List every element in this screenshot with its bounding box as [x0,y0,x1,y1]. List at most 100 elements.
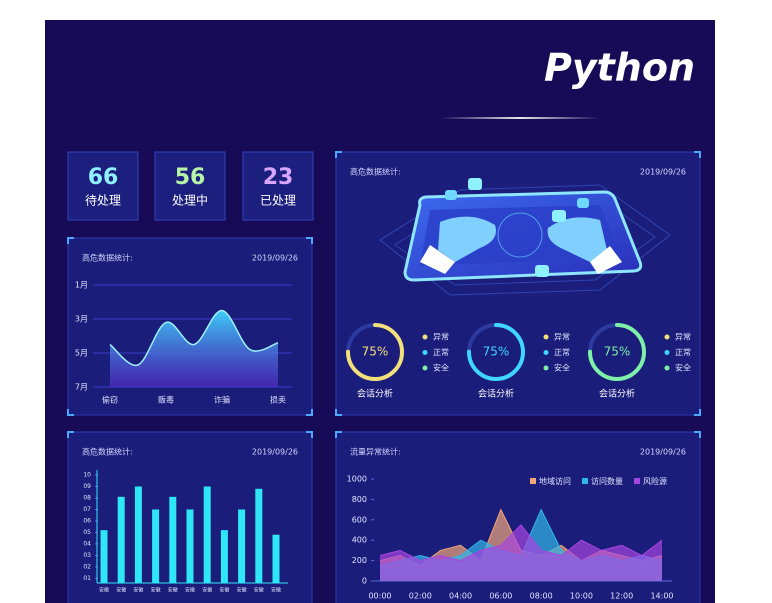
panel-date: 2019/09/26 [640,168,686,177]
x-tick-label: 损卖 [270,395,286,405]
panel-title: 流量异常统计: [350,447,401,457]
gauge-label: 会话分析 [357,388,393,400]
legend-label: 地域访问 [539,476,571,486]
y-tick-label: 600 [352,515,367,524]
bar [100,530,108,583]
area-line [109,309,279,366]
gauge-value: 75% [483,345,510,359]
x-tick-label: 安徽 [168,587,178,594]
area-line [379,524,663,562]
legend-label: 安全 [554,363,570,373]
stat-box [242,151,314,221]
stat-label: 处理中 [172,193,208,208]
stat-value: 56 [175,165,206,190]
legend-label: 正常 [433,348,449,357]
bar [220,530,228,583]
y-tick-label: 01 [83,575,91,582]
panel [67,237,313,416]
bar [169,496,177,583]
legend-dot [543,350,549,355]
legend-label: 风险源 [643,476,667,486]
panel-corner [306,431,313,438]
x-tick-label: 安徽 [133,587,143,594]
y-tick-label: 05 [83,529,91,536]
stat-value: 66 [88,165,119,190]
y-tick-label: 7月 [75,383,88,392]
bar [255,488,263,583]
x-tick-label: 安徽 [202,587,212,594]
x-tick-label: 04:00 [449,592,472,601]
bar [152,509,160,583]
y-tick-label: 3月 [75,315,88,324]
bar [203,486,211,583]
legend-label: 安全 [433,363,449,373]
x-tick-label: 安徽 [271,587,281,594]
y-tick-label: 02 [83,563,91,570]
y-tick-label: 0 [362,577,367,586]
panel-corner [335,431,342,438]
legend-label: 正常 [554,348,570,357]
page-title: Python [544,46,695,90]
gauge-arc [467,323,525,381]
x-tick-label: 02:00 [409,592,432,601]
x-tick-label: 10:00 [570,592,593,601]
legend-dot [664,350,670,355]
stat-label: 已处理 [260,194,296,208]
y-tick-label: 400 [352,536,367,545]
panel-corner [694,409,701,416]
legend-label: 正常 [675,348,691,357]
gauge-value: 75% [604,345,631,359]
bar [134,486,142,583]
legend-label: 访问数量 [591,476,623,486]
legend-swatch [582,478,588,484]
bar [272,534,280,583]
panel-title: 高危数据统计: [82,447,133,457]
x-tick-label: 安徽 [99,587,109,594]
illustration [379,178,671,296]
y-tick-label: 5月 [75,349,88,358]
legend-dot [422,365,428,371]
stat-label: 待处理 [85,194,121,208]
gauge-arc [588,323,646,381]
legend-dot [543,334,549,340]
x-tick-label: 贩毒 [158,395,174,405]
panel-date: 2019/09/26 [252,448,298,457]
panel-corner [694,151,701,158]
panel-corner [67,431,74,438]
x-tick-label: 14:00 [650,592,673,601]
y-tick-label: 1000 [347,475,367,484]
gauge-label: 会话分析 [599,388,635,400]
stat-box [67,151,139,221]
bar [117,496,125,583]
x-tick-label: 安徽 [116,587,126,594]
x-tick-label: 诈骗 [214,395,230,405]
y-tick-label: 800 [352,495,367,504]
x-tick-label: 00:00 [368,592,391,601]
y-tick-label: 09 [83,483,91,490]
legend-dot [543,365,549,371]
x-tick-label: 安徽 [237,587,247,594]
legend-dot [422,350,428,355]
x-tick-label: 安徽 [185,587,195,594]
legend-swatch [530,478,536,484]
y-tick-label: 03 [83,552,91,559]
y-tick-label: 07 [83,506,91,513]
x-tick-label: 安徽 [219,587,229,594]
panel-corner [335,151,342,158]
panel-title: 高危数据统计: [350,167,401,177]
panel-date: 2019/09/26 [640,448,686,457]
legend-swatch [634,478,640,484]
bar [238,509,246,583]
y-tick-label: 10 [83,472,91,479]
x-tick-label: 06:00 [489,592,512,601]
legend-label: 安全 [675,363,691,373]
y-tick-label: 08 [83,494,91,501]
x-tick-label: 12:00 [610,592,633,601]
panel-corner [306,409,313,416]
stat-box [154,151,226,221]
legend-dot [664,334,670,340]
panel-corner [694,431,701,438]
panel-corner [67,409,74,416]
legend-dot [664,365,670,371]
x-tick-label: 08:00 [530,592,553,601]
